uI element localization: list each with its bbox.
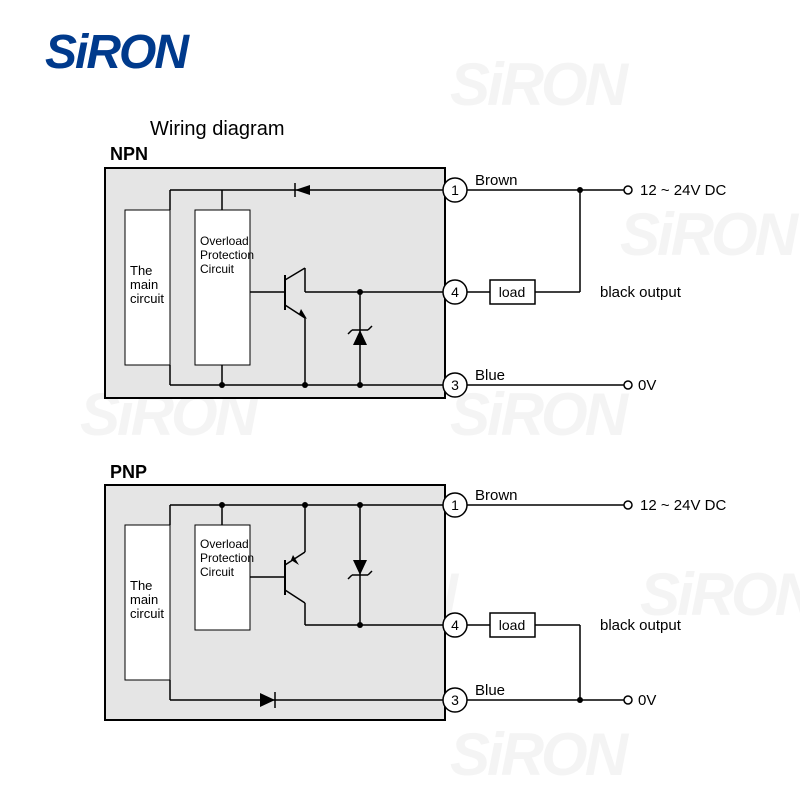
svg-text:12 ~ 24V DC: 12 ~ 24V DC [640,497,726,514]
blue-label: Blue [475,367,505,384]
wiring-diagram-svg: Wiring diagram NPN The main circuit Over… [0,0,800,800]
svg-text:Blue: Blue [475,682,505,699]
svg-text:1: 1 [451,497,459,513]
pin4-num: 4 [451,284,459,300]
section-title: Wiring diagram [150,118,284,140]
svg-text:4: 4 [451,617,459,633]
black-output-label: black output [600,284,682,301]
pin3-num: 3 [451,377,459,393]
brown-label: Brown [475,172,518,189]
npn-label: NPN [110,144,148,164]
load-text: load [499,284,525,300]
vdc-label: 12 ~ 24V DC [640,182,726,199]
svg-text:Brown: Brown [475,487,518,504]
svg-text:3: 3 [451,692,459,708]
npn-diagram: NPN The main circuit Overload Protection… [105,144,726,398]
pnp-diagram: PNP The main circuit Overload Protection… [105,462,726,720]
svg-text:0V: 0V [638,692,656,709]
pnp-label: PNP [110,462,147,482]
pin1-num: 1 [451,182,459,198]
svg-text:load: load [499,617,525,633]
svg-text:black output: black output [600,617,682,634]
zero-v-label: 0V [638,377,656,394]
